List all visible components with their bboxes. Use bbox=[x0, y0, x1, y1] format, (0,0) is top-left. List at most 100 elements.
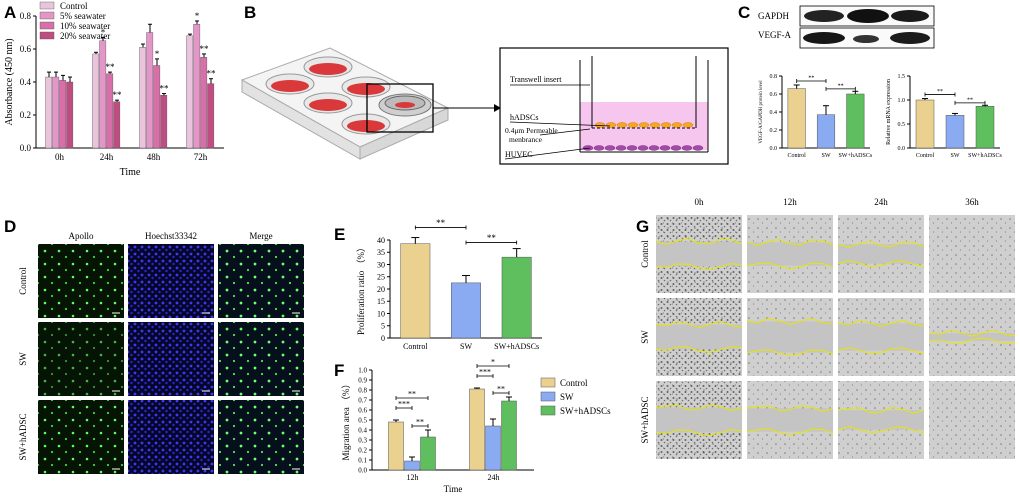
wound-edge-top bbox=[837, 240, 925, 248]
wound-edge-bottom bbox=[746, 349, 834, 357]
y-axis-label: Absorbance (450 nm) bbox=[4, 38, 15, 125]
bar-sw-hadscs-12h bbox=[420, 436, 436, 471]
legend-swatch-control bbox=[540, 377, 556, 388]
significance-mark: * bbox=[195, 11, 200, 21]
y-axis-label: Migration area （%） bbox=[341, 380, 351, 461]
hadsc-cell bbox=[660, 122, 672, 128]
y-tick-label: 0 bbox=[381, 334, 385, 343]
legend-label-10-seawater: 10% seawater bbox=[60, 21, 110, 31]
micrograph-cells bbox=[128, 400, 214, 474]
wound-edge-top bbox=[837, 407, 925, 414]
scratch-gap bbox=[838, 323, 924, 351]
panel-c-mrna-chart: 0.0 0.5 1.0 1.5 Control SW SW+hADSCs ** ** Relati… bbox=[886, 74, 1003, 159]
legend-label-control: Control bbox=[60, 1, 88, 11]
panel-c-western-blot: GAPDH VEGF-A bbox=[758, 5, 935, 49]
x-tick-label: 48h bbox=[147, 152, 161, 162]
label-transwell-insert: Transwell insert bbox=[510, 75, 562, 84]
hadsc-cell bbox=[627, 122, 639, 128]
y-tick-label: 0.4 bbox=[770, 110, 778, 116]
wound-edge-top bbox=[746, 239, 834, 246]
bar-control bbox=[915, 99, 935, 149]
y-tick-label: 40 bbox=[377, 236, 385, 245]
hadsc-cell bbox=[649, 122, 661, 128]
y-tick-label: 20 bbox=[377, 285, 385, 294]
wound-edge-top bbox=[746, 405, 834, 412]
significance-mark: ** bbox=[207, 69, 217, 79]
huvec-cell bbox=[615, 145, 627, 151]
panel-g-scratch-grid: 0h 12h 24h 36h Control SW SW+hADSC bbox=[640, 197, 1016, 459]
bar-10-seawater-48h bbox=[153, 65, 161, 149]
x-tick-label: Control bbox=[403, 342, 428, 351]
bar-control bbox=[787, 88, 806, 149]
scratch-texture bbox=[929, 215, 1015, 293]
y-tick-label: 0.9 bbox=[358, 376, 367, 384]
legend-swatch-10-seawater bbox=[39, 21, 55, 30]
hadsc-cells bbox=[594, 122, 694, 128]
micrograph-cells bbox=[38, 322, 124, 396]
significance-mark: ** bbox=[838, 83, 844, 89]
x-tick-label: Control bbox=[916, 153, 935, 159]
wound-edge-top bbox=[655, 404, 743, 411]
x-tick-label: SW+hADSCs bbox=[494, 342, 539, 351]
bar-20-seawater-24h bbox=[113, 101, 121, 149]
bar-sw-hadscs bbox=[975, 105, 995, 149]
scratch-gap bbox=[656, 324, 742, 350]
y-axis-label: VEGF-A/GAPDH protein level bbox=[759, 80, 764, 144]
wound-edge-top bbox=[655, 321, 743, 329]
column-label-12h: 12h bbox=[783, 197, 797, 207]
legend-swatch-control bbox=[39, 1, 55, 10]
y-tick-label: 0.4 bbox=[358, 426, 367, 434]
significance-mark: ** bbox=[408, 390, 416, 399]
y-tick-label: 0.8 bbox=[20, 11, 32, 21]
significance-mark: ** bbox=[487, 233, 497, 243]
significance-mark: ** bbox=[436, 218, 446, 228]
y-tick-label: 0.6 bbox=[358, 406, 367, 414]
bar-control-24h bbox=[92, 53, 100, 149]
y-tick-label: 10 bbox=[377, 309, 385, 318]
bar-sw-12h bbox=[404, 460, 420, 471]
schematic-labels: Transwell insert hADSCs 0.4μm Permeable … bbox=[504, 75, 611, 160]
significance-mark: ** bbox=[967, 97, 973, 103]
column-label-0h: 0h bbox=[695, 197, 705, 207]
cell-layer bbox=[656, 298, 742, 325]
scratch-gap bbox=[747, 321, 833, 353]
wound-edge-top bbox=[928, 329, 1016, 337]
column-label-hoechst33342: Hoechst33342 bbox=[145, 231, 197, 241]
y-tick-label: 1.0 bbox=[898, 98, 906, 104]
huvec-cell bbox=[626, 145, 638, 151]
significance-mark: ** bbox=[113, 90, 123, 100]
micrograph-cells bbox=[218, 322, 304, 396]
y-tick-label: 0.8 bbox=[770, 74, 778, 80]
row-label-sw-hadsc: SW+hADSC bbox=[640, 396, 650, 443]
blot-label-vegfa: VEGF-A bbox=[758, 30, 791, 40]
column-label-apollo: Apollo bbox=[68, 231, 94, 241]
y-tick-label: 0.6 bbox=[20, 44, 32, 54]
column-label-36h: 36h bbox=[965, 197, 979, 207]
label-permeable: 0.4μm Permeable bbox=[505, 126, 558, 135]
legend-label-5-seawater: 5% seawater bbox=[60, 11, 106, 21]
significance-mark: ** bbox=[106, 62, 116, 72]
panel-label-c: C bbox=[738, 3, 750, 22]
micrograph-cells bbox=[218, 400, 304, 474]
significance-mark: *** bbox=[479, 368, 491, 377]
scratch-gap bbox=[929, 333, 1015, 341]
y-tick-label: 0.3 bbox=[358, 436, 367, 444]
huvec-cell bbox=[681, 145, 693, 151]
bar-20-seawater-72h bbox=[207, 83, 215, 149]
y-axis-label: Proliferation ratio （%） bbox=[356, 243, 366, 335]
row-label-sw-hadsc: SW+hADSC bbox=[18, 413, 28, 460]
label-hadscs: hADSCs bbox=[510, 113, 538, 122]
y-tick-label: 30 bbox=[377, 260, 385, 269]
label-huvec: HUVEC bbox=[505, 150, 533, 159]
y-tick-label: 0.8 bbox=[358, 386, 367, 394]
panel-label-d: D bbox=[4, 217, 16, 236]
y-tick-label: 0.1 bbox=[358, 456, 367, 464]
wound-edge-top bbox=[655, 238, 743, 246]
wound-edge-bottom bbox=[746, 262, 834, 270]
significance-mark: * bbox=[491, 358, 495, 367]
bar-5-seawater-48h bbox=[146, 32, 154, 149]
significance-mark: ** bbox=[497, 385, 505, 394]
y-tick-label: 1.5 bbox=[898, 74, 906, 80]
huvec-cell bbox=[692, 145, 704, 151]
